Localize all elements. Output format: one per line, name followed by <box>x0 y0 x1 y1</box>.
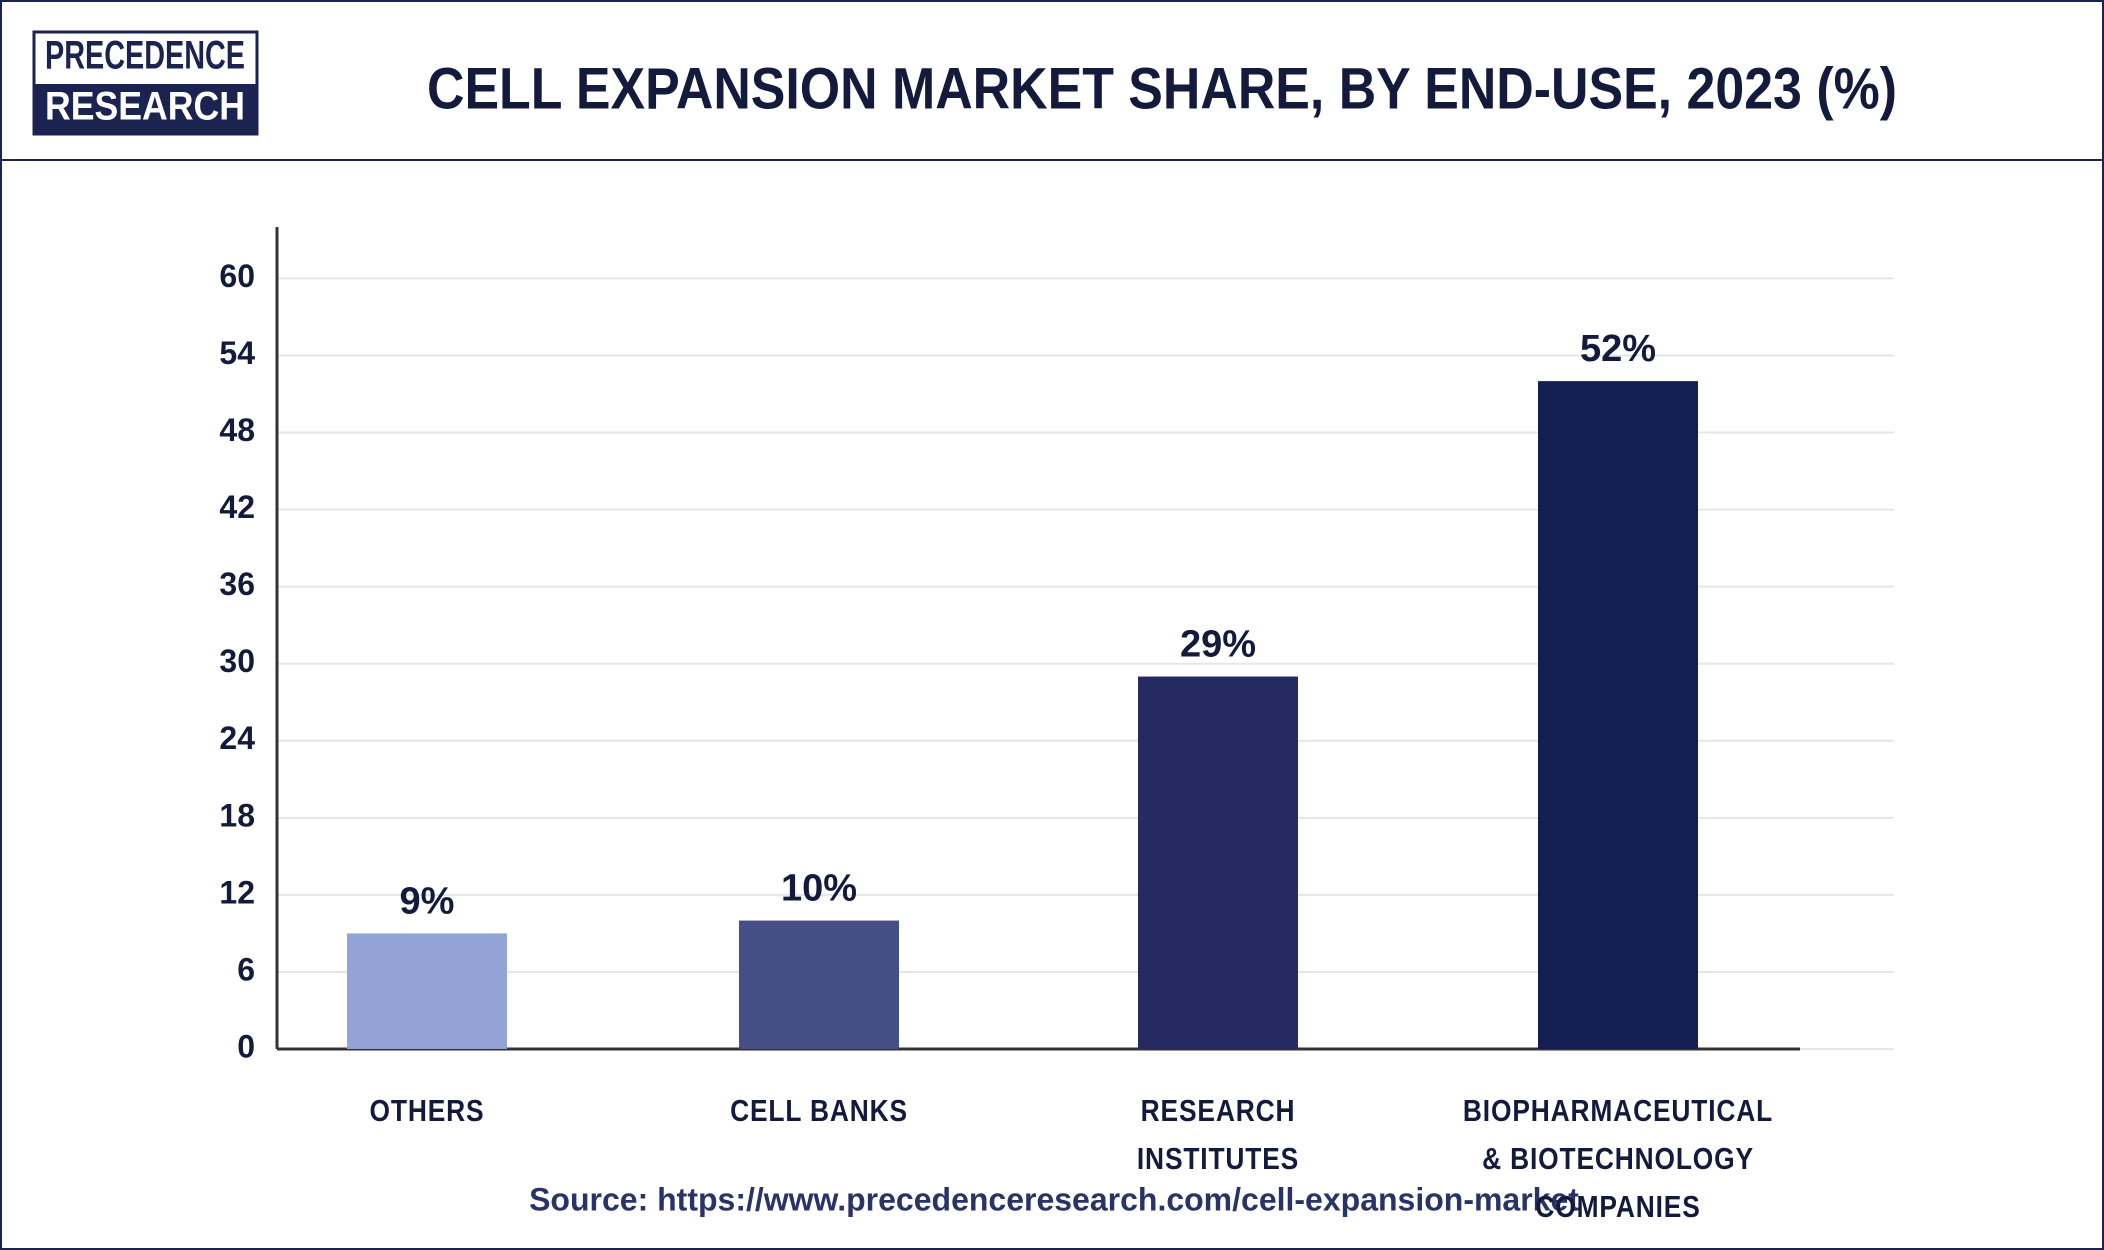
x-tick-label: BIOPHARMACEUTICAL & BIOTECHNOLOGY COMPAN… <box>1462 1093 1774 1224</box>
logo-line2: RESEARCH <box>45 85 245 129</box>
x-tick-label: RESEARCH INSTITUTES <box>1136 1093 1300 1176</box>
y-tick-label: 6 <box>237 951 255 987</box>
value-label: 52% <box>1580 328 1656 370</box>
y-tick-label: 42 <box>219 489 255 525</box>
bar <box>739 920 899 1049</box>
x-tick-label: OTHERS <box>369 1093 485 1128</box>
logo-line1: PRECEDENCE <box>45 34 245 78</box>
y-tick-label: 12 <box>219 874 255 910</box>
y-tick-label: 30 <box>219 643 255 679</box>
bar <box>1538 381 1698 1049</box>
y-tick-label: 18 <box>219 797 255 833</box>
value-label: 10% <box>781 868 857 910</box>
y-tick-label: 36 <box>219 566 255 602</box>
value-label: 9% <box>400 880 455 922</box>
y-tick-label: 24 <box>219 720 255 756</box>
source: Source: https://www.precedenceresearch.c… <box>529 1181 1579 1217</box>
value-label: 29% <box>1180 624 1256 666</box>
logo-band <box>35 84 256 133</box>
y-tick-label: 54 <box>219 335 255 371</box>
y-tick-label: 48 <box>219 412 255 448</box>
y-tick-label: 0 <box>237 1028 255 1064</box>
bar <box>1138 676 1298 1049</box>
x-tick-label: CELL BANKS <box>730 1093 908 1128</box>
chart-title: CELL EXPANSION MARKET SHARE, BY END-USE,… <box>427 56 1897 121</box>
y-tick-label: 60 <box>219 258 255 294</box>
bar <box>347 933 507 1049</box>
